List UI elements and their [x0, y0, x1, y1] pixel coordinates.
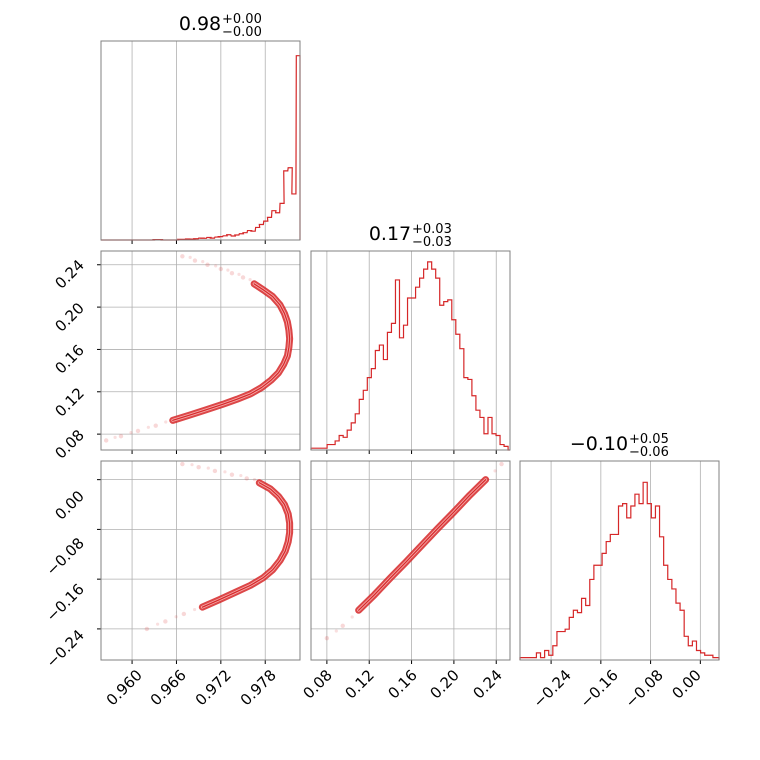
scatter-point — [229, 271, 235, 276]
panel-hist-param-0 — [100, 40, 301, 244]
scatter-point — [240, 275, 246, 280]
scatter-point — [229, 472, 235, 477]
scatter-point — [181, 611, 187, 617]
scatter-point — [237, 272, 241, 276]
axes-frame — [310, 460, 511, 661]
scatter-point — [180, 461, 185, 467]
panel-scatter-param-1-vs-2 — [310, 460, 511, 664]
axes-frame — [310, 250, 511, 451]
contour-core — [201, 482, 291, 608]
axes-frame — [100, 40, 301, 241]
title-2-lower: −0.06 — [629, 445, 669, 460]
scatter-point — [156, 622, 160, 626]
title-1-upper: +0.03 — [412, 222, 452, 237]
title-2-value: −0.10 — [570, 433, 628, 455]
scatter-point — [252, 477, 257, 482]
scatter-point — [188, 255, 192, 260]
scatter-point — [153, 423, 158, 428]
scatter-point — [192, 258, 198, 263]
scatter-point — [206, 466, 210, 470]
scatter-point — [144, 626, 150, 632]
scatter-point — [212, 468, 218, 474]
scatter-point — [205, 262, 210, 267]
scatter-point — [324, 636, 330, 641]
scatter-point — [218, 266, 224, 272]
title-0-value: 0.98 — [179, 13, 221, 35]
scatter-point — [499, 461, 504, 467]
panel-scatter-param-0-vs-2 — [97, 460, 301, 664]
scatter-point — [163, 619, 168, 624]
scatter-point — [493, 469, 497, 473]
axes-frame — [100, 460, 301, 661]
contour-core — [358, 479, 487, 611]
histogram-step-line — [310, 261, 510, 451]
title-param-0: 0.98 — [179, 13, 221, 35]
panel-hist-param-2 — [519, 460, 720, 664]
scatter-point — [164, 420, 168, 424]
histogram-step-line — [519, 481, 720, 660]
axes-frame — [519, 460, 720, 661]
scatter-point — [190, 463, 194, 467]
scatter-point — [129, 430, 133, 435]
scatter-point — [201, 260, 205, 264]
scatter-point — [180, 254, 185, 259]
scatter-point — [334, 629, 338, 633]
scatter-point — [244, 476, 249, 481]
scatter-point — [196, 465, 201, 470]
panel-scatter-param-0-vs-1 — [97, 250, 301, 454]
scatter-point — [248, 278, 252, 282]
scatter-point — [350, 615, 354, 619]
title-param-2: −0.10 — [570, 433, 628, 455]
title-2-upper: +0.05 — [629, 432, 669, 447]
scatter-point — [118, 434, 124, 439]
title-1-lower: −0.03 — [412, 235, 452, 250]
title-1-value: 0.17 — [369, 223, 411, 245]
axes-frame — [100, 250, 301, 451]
scatter-point — [193, 607, 197, 612]
title-0-lower: −0.00 — [222, 25, 262, 40]
scatter-point — [103, 438, 109, 443]
contour-core — [172, 283, 291, 421]
scatter-point — [340, 623, 345, 628]
scatter-point — [146, 425, 150, 429]
scatter-point — [135, 428, 141, 434]
scatter-point — [113, 435, 117, 439]
title-param-1: 0.17 — [369, 223, 411, 245]
scatter-point — [226, 268, 230, 272]
scatter-point — [239, 473, 243, 478]
title-0-upper: +0.00 — [222, 12, 262, 27]
panel-hist-param-1 — [310, 250, 511, 454]
scatter-point — [174, 615, 178, 619]
scatter-point — [214, 264, 218, 268]
scatter-point — [223, 470, 227, 474]
